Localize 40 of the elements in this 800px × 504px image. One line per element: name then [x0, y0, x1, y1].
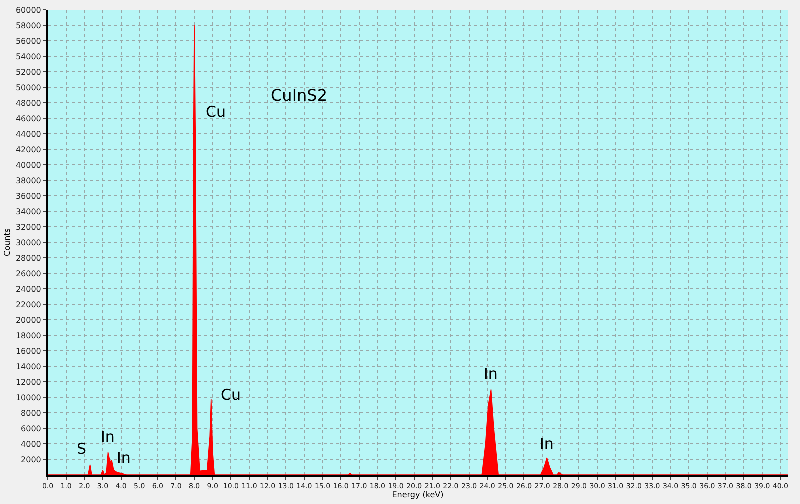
y-tick-label: 14000 [16, 362, 42, 372]
y-tick-label: 16000 [16, 346, 42, 356]
annotation: In [101, 428, 115, 446]
y-tick-label: 12000 [16, 378, 42, 387]
annotation: In [484, 365, 498, 383]
annotation: Cu [206, 103, 226, 121]
y-tick-label: 32000 [16, 222, 42, 232]
y-tick-label: 30000 [16, 238, 42, 248]
y-tick-label: 42000 [16, 145, 42, 154]
y-tick-label: 18000 [16, 331, 42, 340]
annotation: In [117, 449, 131, 467]
y-tick-label: 44000 [16, 130, 42, 139]
y-tick-label: 20000 [16, 316, 42, 325]
y-tick-label: 40000 [16, 160, 42, 170]
y-tick-label: 10000 [16, 393, 42, 402]
y-tick-label: 56000 [16, 36, 42, 46]
y-axis-title: Counts [3, 228, 12, 256]
y-tick-label: 34000 [16, 207, 42, 216]
y-tick-label: 26000 [16, 269, 42, 278]
y-tick-label: 6000 [21, 424, 42, 434]
annotation: Cu [221, 386, 241, 404]
y-tick-label: 54000 [16, 52, 42, 62]
y-tick-label: 58000 [16, 21, 42, 30]
y-tick-label: 24000 [16, 284, 42, 294]
y-tick-label: 48000 [16, 98, 42, 108]
y-tick-label: 2000 [21, 455, 42, 464]
y-tick-label: 60000 [16, 6, 42, 15]
x-axis-title: Energy (keV) [392, 490, 444, 500]
annotation: S [77, 440, 87, 458]
y-tick-label: 28000 [16, 254, 42, 263]
y-tick-label: 52000 [16, 68, 42, 77]
y-tick-label: 46000 [16, 114, 42, 124]
y-tick-label: 50000 [16, 83, 42, 92]
y-tick-label: 36000 [16, 192, 42, 201]
y-tick-label: 22000 [16, 300, 42, 310]
y-tick-label: 4000 [21, 440, 42, 449]
y-tick-label: 8000 [21, 408, 42, 418]
annotation: In [540, 435, 554, 453]
y-tick-label: 38000 [16, 176, 42, 186]
text: CuInS2 [271, 86, 328, 105]
